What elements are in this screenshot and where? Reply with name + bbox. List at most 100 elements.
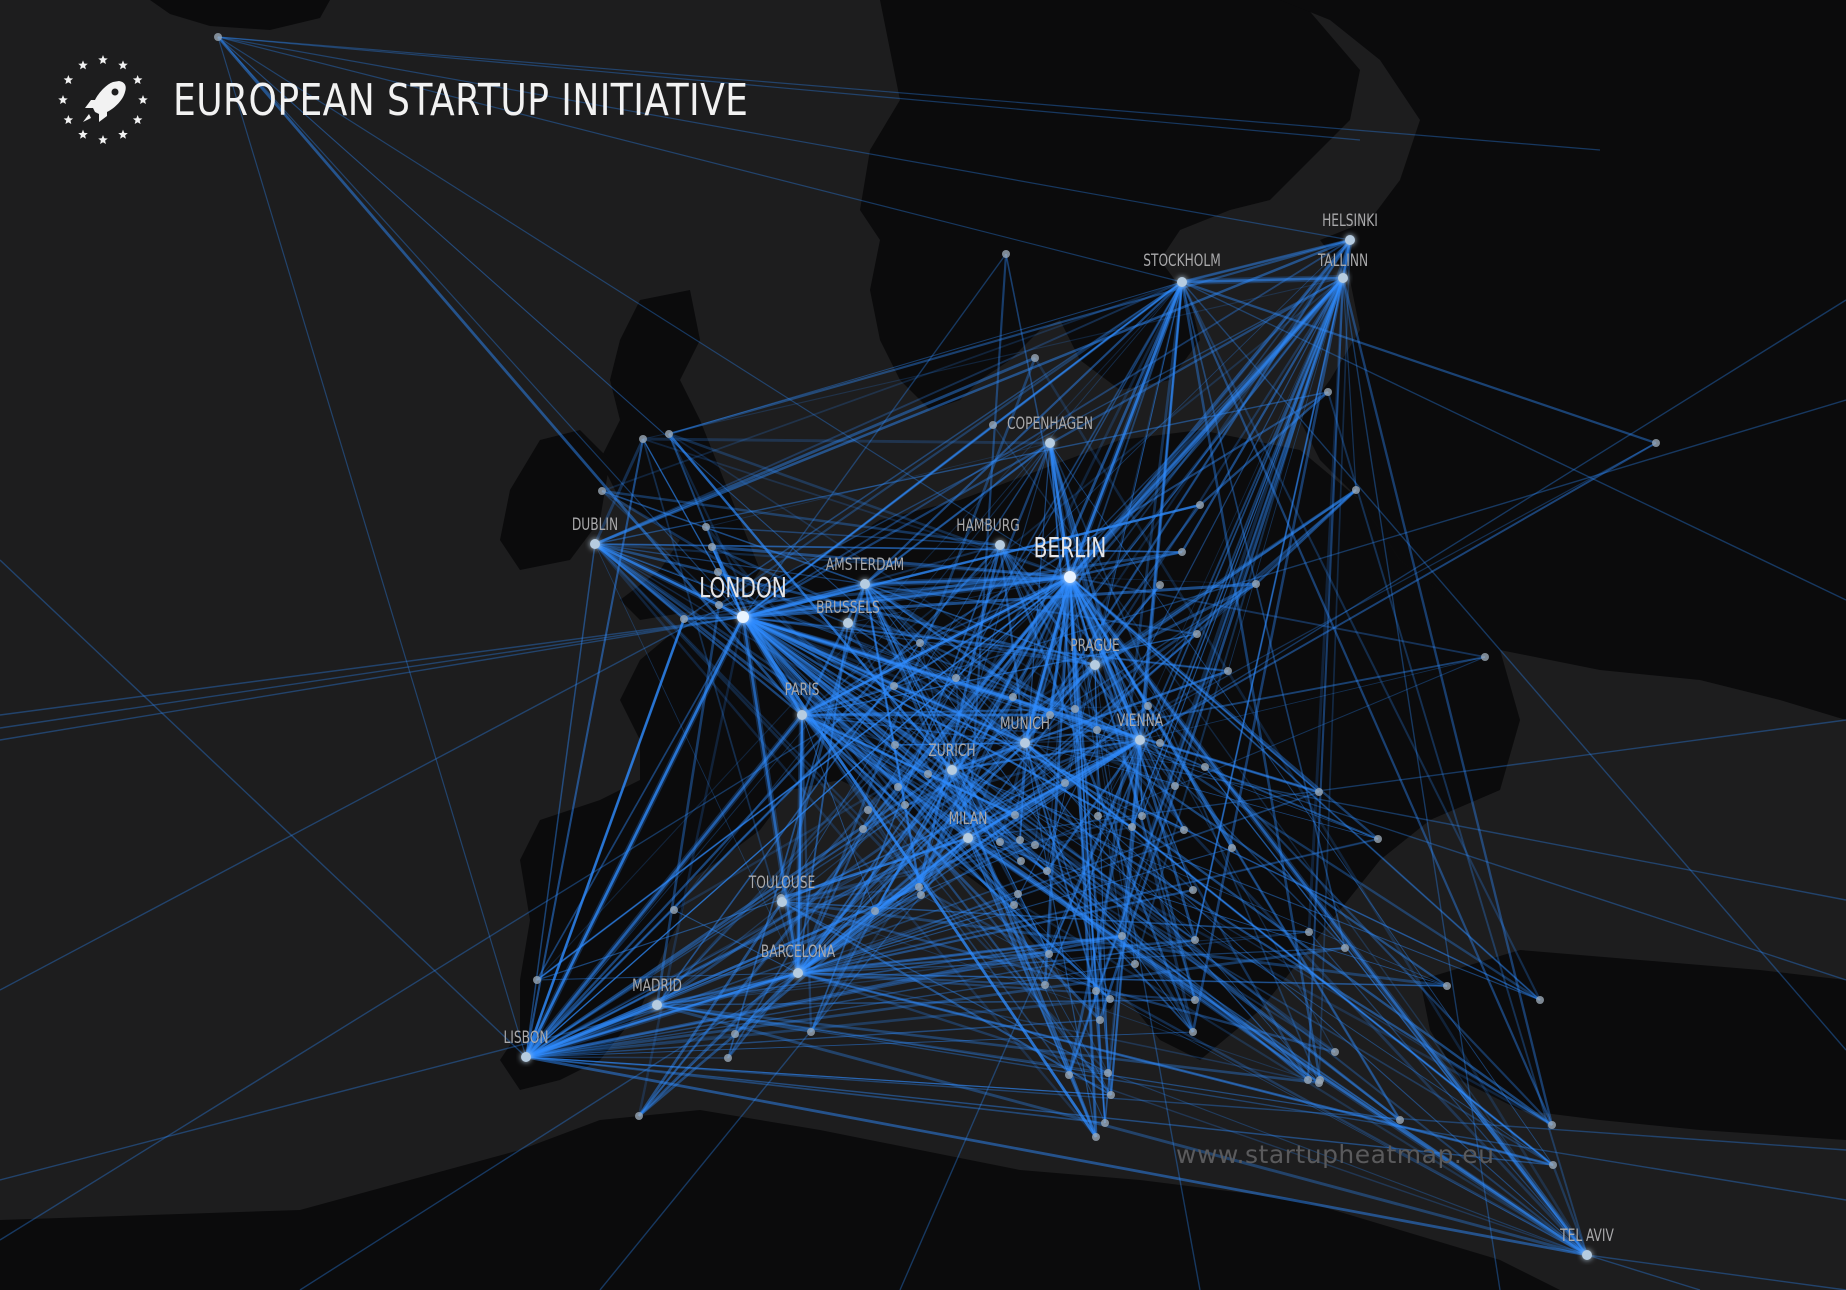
city-node[interactable]	[1191, 936, 1199, 944]
city-node[interactable]	[680, 615, 688, 623]
city-node[interactable]	[1324, 388, 1332, 396]
city-node[interactable]	[996, 838, 1004, 846]
city-node-telaviv[interactable]	[1582, 1250, 1592, 1260]
city-node-milan[interactable]	[963, 833, 973, 843]
city-node[interactable]	[1061, 779, 1069, 787]
city-node[interactable]	[894, 783, 902, 791]
city-node[interactable]	[1316, 1076, 1324, 1084]
city-node[interactable]	[533, 976, 541, 984]
city-node-london[interactable]	[737, 611, 749, 623]
city-node-vienna[interactable]	[1135, 735, 1145, 745]
city-node[interactable]	[1304, 1076, 1312, 1084]
city-node-copenhagen[interactable]	[1045, 438, 1055, 448]
city-node[interactable]	[915, 883, 923, 891]
city-node[interactable]	[1652, 439, 1660, 447]
city-node[interactable]	[1171, 782, 1179, 790]
city-node[interactable]	[1228, 844, 1236, 852]
city-node[interactable]	[807, 1028, 815, 1036]
city-node[interactable]	[724, 1054, 732, 1062]
city-node[interactable]	[917, 891, 925, 899]
city-node-amsterdam[interactable]	[860, 579, 870, 589]
city-node[interactable]	[1201, 763, 1209, 771]
city-node[interactable]	[702, 523, 710, 531]
city-node[interactable]	[1071, 705, 1079, 713]
city-node[interactable]	[731, 1030, 739, 1038]
city-node[interactable]	[1016, 836, 1024, 844]
city-node[interactable]	[1138, 812, 1146, 820]
city-node[interactable]	[1315, 788, 1323, 796]
city-node[interactable]	[1481, 653, 1489, 661]
city-node[interactable]	[1031, 354, 1039, 362]
city-node[interactable]	[1017, 857, 1025, 865]
city-node[interactable]	[1010, 901, 1018, 909]
city-node[interactable]	[1549, 1161, 1557, 1169]
city-node[interactable]	[1224, 667, 1232, 675]
city-node-munich[interactable]	[1020, 738, 1030, 748]
city-node[interactable]	[1101, 1119, 1109, 1127]
city-node[interactable]	[952, 674, 960, 682]
city-node-dublin[interactable]	[590, 539, 600, 549]
city-node-brussels[interactable]	[843, 618, 853, 628]
city-node[interactable]	[1046, 711, 1054, 719]
city-node[interactable]	[1106, 995, 1114, 1003]
city-node-madrid[interactable]	[652, 1000, 662, 1010]
city-node-tallinn[interactable]	[1338, 273, 1348, 283]
city-node[interactable]	[859, 825, 867, 833]
city-node[interactable]	[665, 430, 673, 438]
city-node[interactable]	[715, 601, 723, 609]
city-node[interactable]	[871, 907, 879, 915]
city-node[interactable]	[989, 421, 997, 429]
city-node[interactable]	[1094, 812, 1102, 820]
city-node[interactable]	[1189, 1028, 1197, 1036]
city-node[interactable]	[1104, 1069, 1112, 1077]
city-node[interactable]	[1189, 886, 1197, 894]
city-node-hamburg[interactable]	[995, 540, 1005, 550]
city-node[interactable]	[1107, 1091, 1115, 1099]
city-node[interactable]	[670, 906, 678, 914]
city-node[interactable]	[1252, 580, 1260, 588]
city-node-helsinki[interactable]	[1345, 235, 1355, 245]
city-node[interactable]	[1191, 996, 1199, 1004]
city-node[interactable]	[1092, 1133, 1100, 1141]
city-node[interactable]	[708, 543, 716, 551]
city-node[interactable]	[1193, 630, 1201, 638]
city-node[interactable]	[1045, 950, 1053, 958]
city-node[interactable]	[598, 487, 606, 495]
city-node[interactable]	[1196, 501, 1204, 509]
city-node[interactable]	[1156, 739, 1164, 747]
city-node-berlin[interactable]	[1064, 571, 1076, 583]
city-node-prague[interactable]	[1090, 660, 1100, 670]
city-node[interactable]	[1096, 1016, 1104, 1024]
city-node[interactable]	[714, 568, 722, 576]
city-node[interactable]	[1331, 1048, 1339, 1056]
city-node[interactable]	[864, 806, 872, 814]
city-node[interactable]	[1014, 890, 1022, 898]
city-node[interactable]	[924, 770, 932, 778]
city-node-stockholm[interactable]	[1177, 277, 1187, 287]
city-node[interactable]	[635, 1112, 643, 1120]
city-node[interactable]	[1128, 823, 1136, 831]
city-node[interactable]	[1092, 987, 1100, 995]
city-node[interactable]	[639, 435, 647, 443]
city-node[interactable]	[214, 33, 222, 41]
city-node[interactable]	[1144, 702, 1152, 710]
city-node[interactable]	[1131, 960, 1139, 968]
city-node[interactable]	[891, 741, 899, 749]
city-node[interactable]	[1180, 826, 1188, 834]
city-node[interactable]	[1352, 486, 1360, 494]
city-node[interactable]	[1009, 693, 1017, 701]
city-node[interactable]	[1396, 1116, 1404, 1124]
city-node[interactable]	[1043, 867, 1051, 875]
city-node-barcelona[interactable]	[793, 968, 803, 978]
city-node[interactable]	[1443, 982, 1451, 990]
city-node[interactable]	[901, 801, 909, 809]
city-node[interactable]	[1548, 1121, 1556, 1129]
city-node[interactable]	[1178, 548, 1186, 556]
city-node[interactable]	[1093, 726, 1101, 734]
city-node-toulouse[interactable]	[777, 897, 787, 907]
city-node[interactable]	[1118, 932, 1126, 940]
city-node[interactable]	[916, 639, 924, 647]
city-node[interactable]	[1341, 944, 1349, 952]
city-node[interactable]	[1305, 928, 1313, 936]
